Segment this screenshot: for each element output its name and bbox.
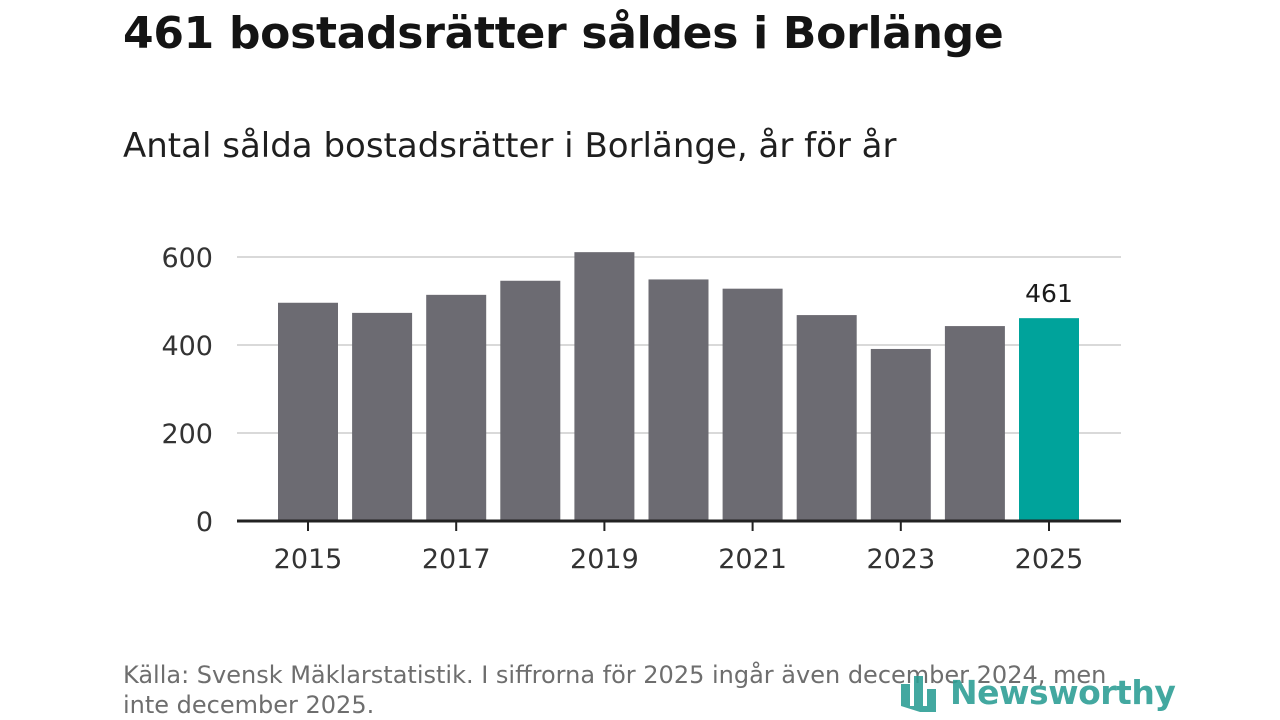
bar-2017 [426, 294, 487, 521]
bar-2022 [796, 315, 857, 521]
source-note: Källa: Svensk Mäklarstatistik. I siffror… [123, 661, 1107, 719]
brand-logo: Newsworthy [900, 672, 1176, 712]
headline: 461 bostadsrätter såldes i Borlänge [123, 8, 1004, 59]
bar-2018 [500, 280, 561, 521]
y-tick-label-600: 600 [161, 243, 213, 274]
x-tick-label-2015: 2015 [274, 544, 343, 575]
y-tick-label-200: 200 [161, 419, 213, 450]
x-tick-label-2019: 2019 [570, 544, 639, 575]
bar-2020 [648, 279, 709, 521]
brand-name: Newsworthy [950, 672, 1176, 712]
bar-2021 [722, 288, 783, 521]
newsworthy-logo-icon [901, 676, 936, 712]
bar-2019 [574, 252, 635, 521]
bar-2015 [278, 302, 338, 521]
bar-2024 [944, 326, 1005, 521]
x-tick-label-2021: 2021 [718, 544, 787, 575]
x-tick-label-2023: 2023 [866, 544, 935, 575]
y-tick-label-400: 400 [161, 331, 213, 362]
bar-2025 [1019, 318, 1079, 521]
bar-2016 [352, 312, 413, 521]
y-tick-label-0: 0 [196, 507, 213, 538]
bar-2023 [870, 348, 931, 521]
chart-subtitle: Antal sålda bostadsrätter i Borlänge, år… [123, 126, 897, 166]
x-tick-label-2025: 2025 [1015, 544, 1084, 575]
x-tick-label-2017: 2017 [422, 544, 491, 575]
data-label-2025: 461 [1025, 279, 1073, 308]
